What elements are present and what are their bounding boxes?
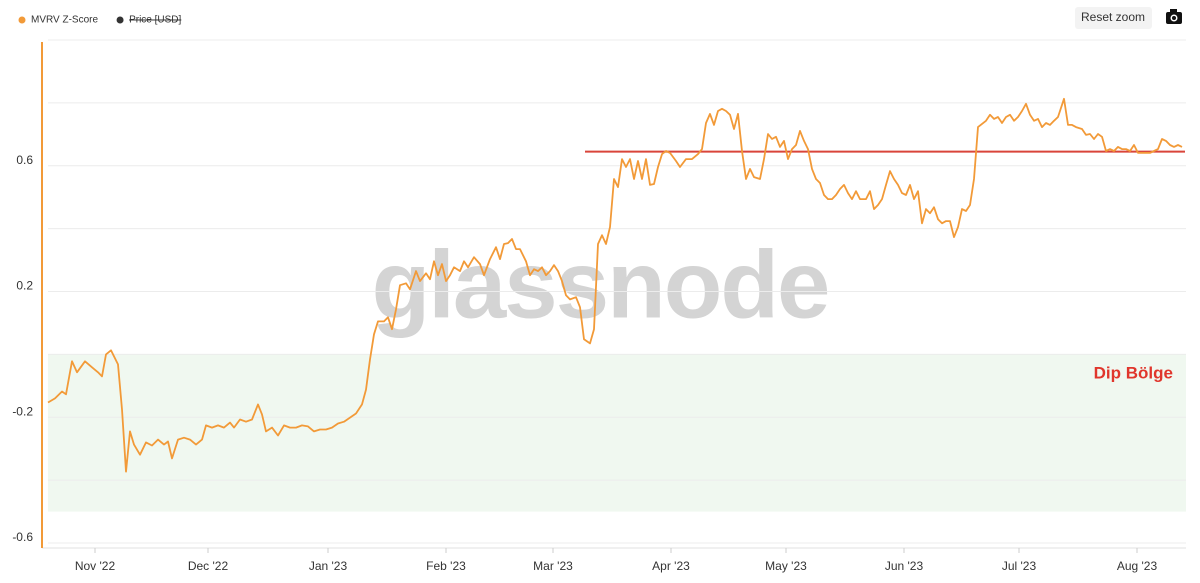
y-tick-label: 0.6 [16,153,33,167]
legend-label[interactable]: Price [USD] [129,15,181,26]
x-tick-label: Jun '23 [885,559,924,573]
reset-zoom-label[interactable]: Reset zoom [1081,10,1145,24]
x-tick-label: Jul '23 [1002,559,1037,573]
x-tick-label: Aug '23 [1117,559,1158,573]
watermark: glassnode [372,231,829,338]
x-tick-label: Feb '23 [426,559,466,573]
x-tick-label: Jan '23 [309,559,348,573]
legend-marker [116,16,124,24]
legend-marker [18,16,26,24]
x-tick-label: Nov '22 [75,559,116,573]
y-tick-label: -0.6 [12,530,33,544]
x-tick-label: Apr '23 [652,559,690,573]
reset-zoom-button[interactable] [1075,7,1152,29]
x-tick-label: May '23 [765,559,807,573]
x-tick-label: Dec '22 [188,559,229,573]
annotation: Dip Bölge [1094,363,1173,382]
y-tick-label: 0.2 [16,279,33,293]
y-tick-label: -0.2 [12,404,33,418]
legend-label[interactable]: MVRV Z-Score [31,15,98,26]
dip-zone [48,354,1186,512]
x-tick-label: Mar '23 [533,559,573,573]
camera-icon[interactable] [1166,9,1182,24]
mvrv-line [47,97,1183,473]
